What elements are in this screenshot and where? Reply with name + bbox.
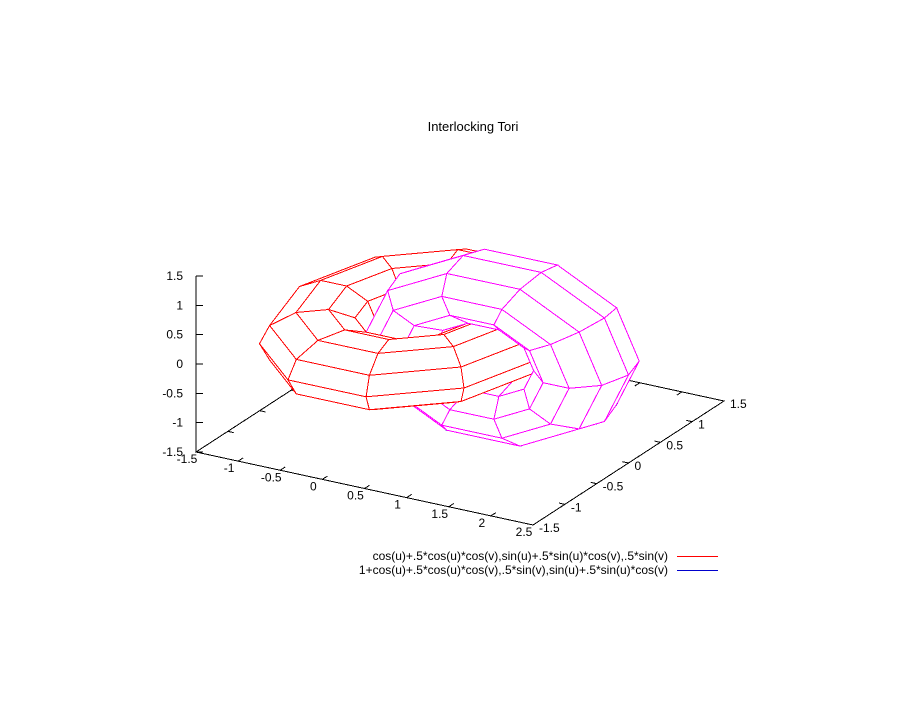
y-tick-label: 1.5 — [730, 397, 747, 411]
y-tick-mirror — [227, 430, 234, 434]
mesh-quad — [368, 346, 462, 376]
y-tick-label: -1.5 — [539, 521, 560, 535]
x-tick — [532, 521, 539, 526]
surfaces — [258, 248, 640, 447]
y-tick — [622, 461, 629, 464]
z-tick-label: 0 — [176, 357, 183, 371]
legend-line-sample — [677, 569, 718, 571]
x-tick — [406, 493, 412, 499]
x-tick — [364, 484, 370, 489]
tick-labels: -1.5 -1 -0.5 0 0.5 1 1.5 2 2.5 -1.5 -1 -0.5 0 0.5 1 1.5… — [162, 269, 747, 539]
x-tick-mirror — [676, 391, 683, 396]
y-tick-label: 0.5 — [666, 438, 683, 452]
mesh-quad — [501, 288, 581, 346]
y-tick — [527, 523, 534, 526]
y-tick-mirror — [259, 410, 266, 413]
x-tick-mirror — [634, 382, 641, 387]
z-tick-label: -0.5 — [162, 386, 183, 400]
x-tick — [279, 466, 286, 471]
x-tick-label: 2 — [479, 516, 486, 530]
y-tick — [558, 502, 565, 505]
z-tick-label: 1.5 — [166, 269, 183, 283]
x-tick-label: 2.5 — [516, 525, 533, 539]
plot-title: Interlocking Tori — [427, 119, 519, 134]
z-tick-label: 0.5 — [166, 328, 183, 342]
legend-entry-label: cos(u)+.5*cos(u)*cos(v),sin(u)+.5*sin(u)… — [372, 549, 668, 563]
y-tick-label: 0 — [635, 459, 642, 473]
x-tick-label: 0.5 — [347, 489, 364, 503]
y-tick — [686, 419, 693, 423]
z-tick-label: 1 — [176, 298, 183, 312]
x-tick — [490, 512, 497, 517]
x-tick-label: 1 — [394, 498, 401, 512]
y-tick — [654, 440, 661, 443]
x-tick-mirror — [718, 400, 725, 405]
z-tick-label: -1 — [172, 416, 183, 430]
y-tick-label: -0.5 — [603, 480, 624, 494]
legend-entry: cos(u)+.5*cos(u)*cos(v),sin(u)+.5*sin(u)… — [373, 549, 718, 563]
x-tick — [237, 457, 244, 462]
x-tick-label: -0.5 — [261, 470, 282, 484]
y-tick — [718, 399, 725, 402]
legend-line-sample — [677, 555, 718, 557]
x-tick-label: 0 — [310, 479, 317, 493]
y-tick — [590, 481, 597, 485]
y-tick-label: 1 — [698, 418, 705, 432]
x-tick — [448, 503, 455, 508]
legend-entry: 1+cos(u)+.5*cos(u)*cos(v),.5*sin(v),sin(… — [359, 563, 718, 577]
legend-entry-label: 1+cos(u)+.5*cos(u)*cos(v),.5*sin(v),sin(… — [358, 563, 668, 577]
x-tick-label: 1.5 — [431, 507, 448, 521]
z-tick-label: -1.5 — [162, 445, 183, 459]
x-tick — [195, 448, 202, 453]
legend: cos(u)+.5*cos(u)*cos(v),sin(u)+.5*sin(u)… — [359, 549, 718, 577]
x-tick-label: -1.5 — [177, 452, 198, 466]
x-tick — [322, 475, 328, 480]
y-tick-label: -1 — [571, 500, 582, 514]
x-tick-label: -1 — [224, 461, 235, 475]
